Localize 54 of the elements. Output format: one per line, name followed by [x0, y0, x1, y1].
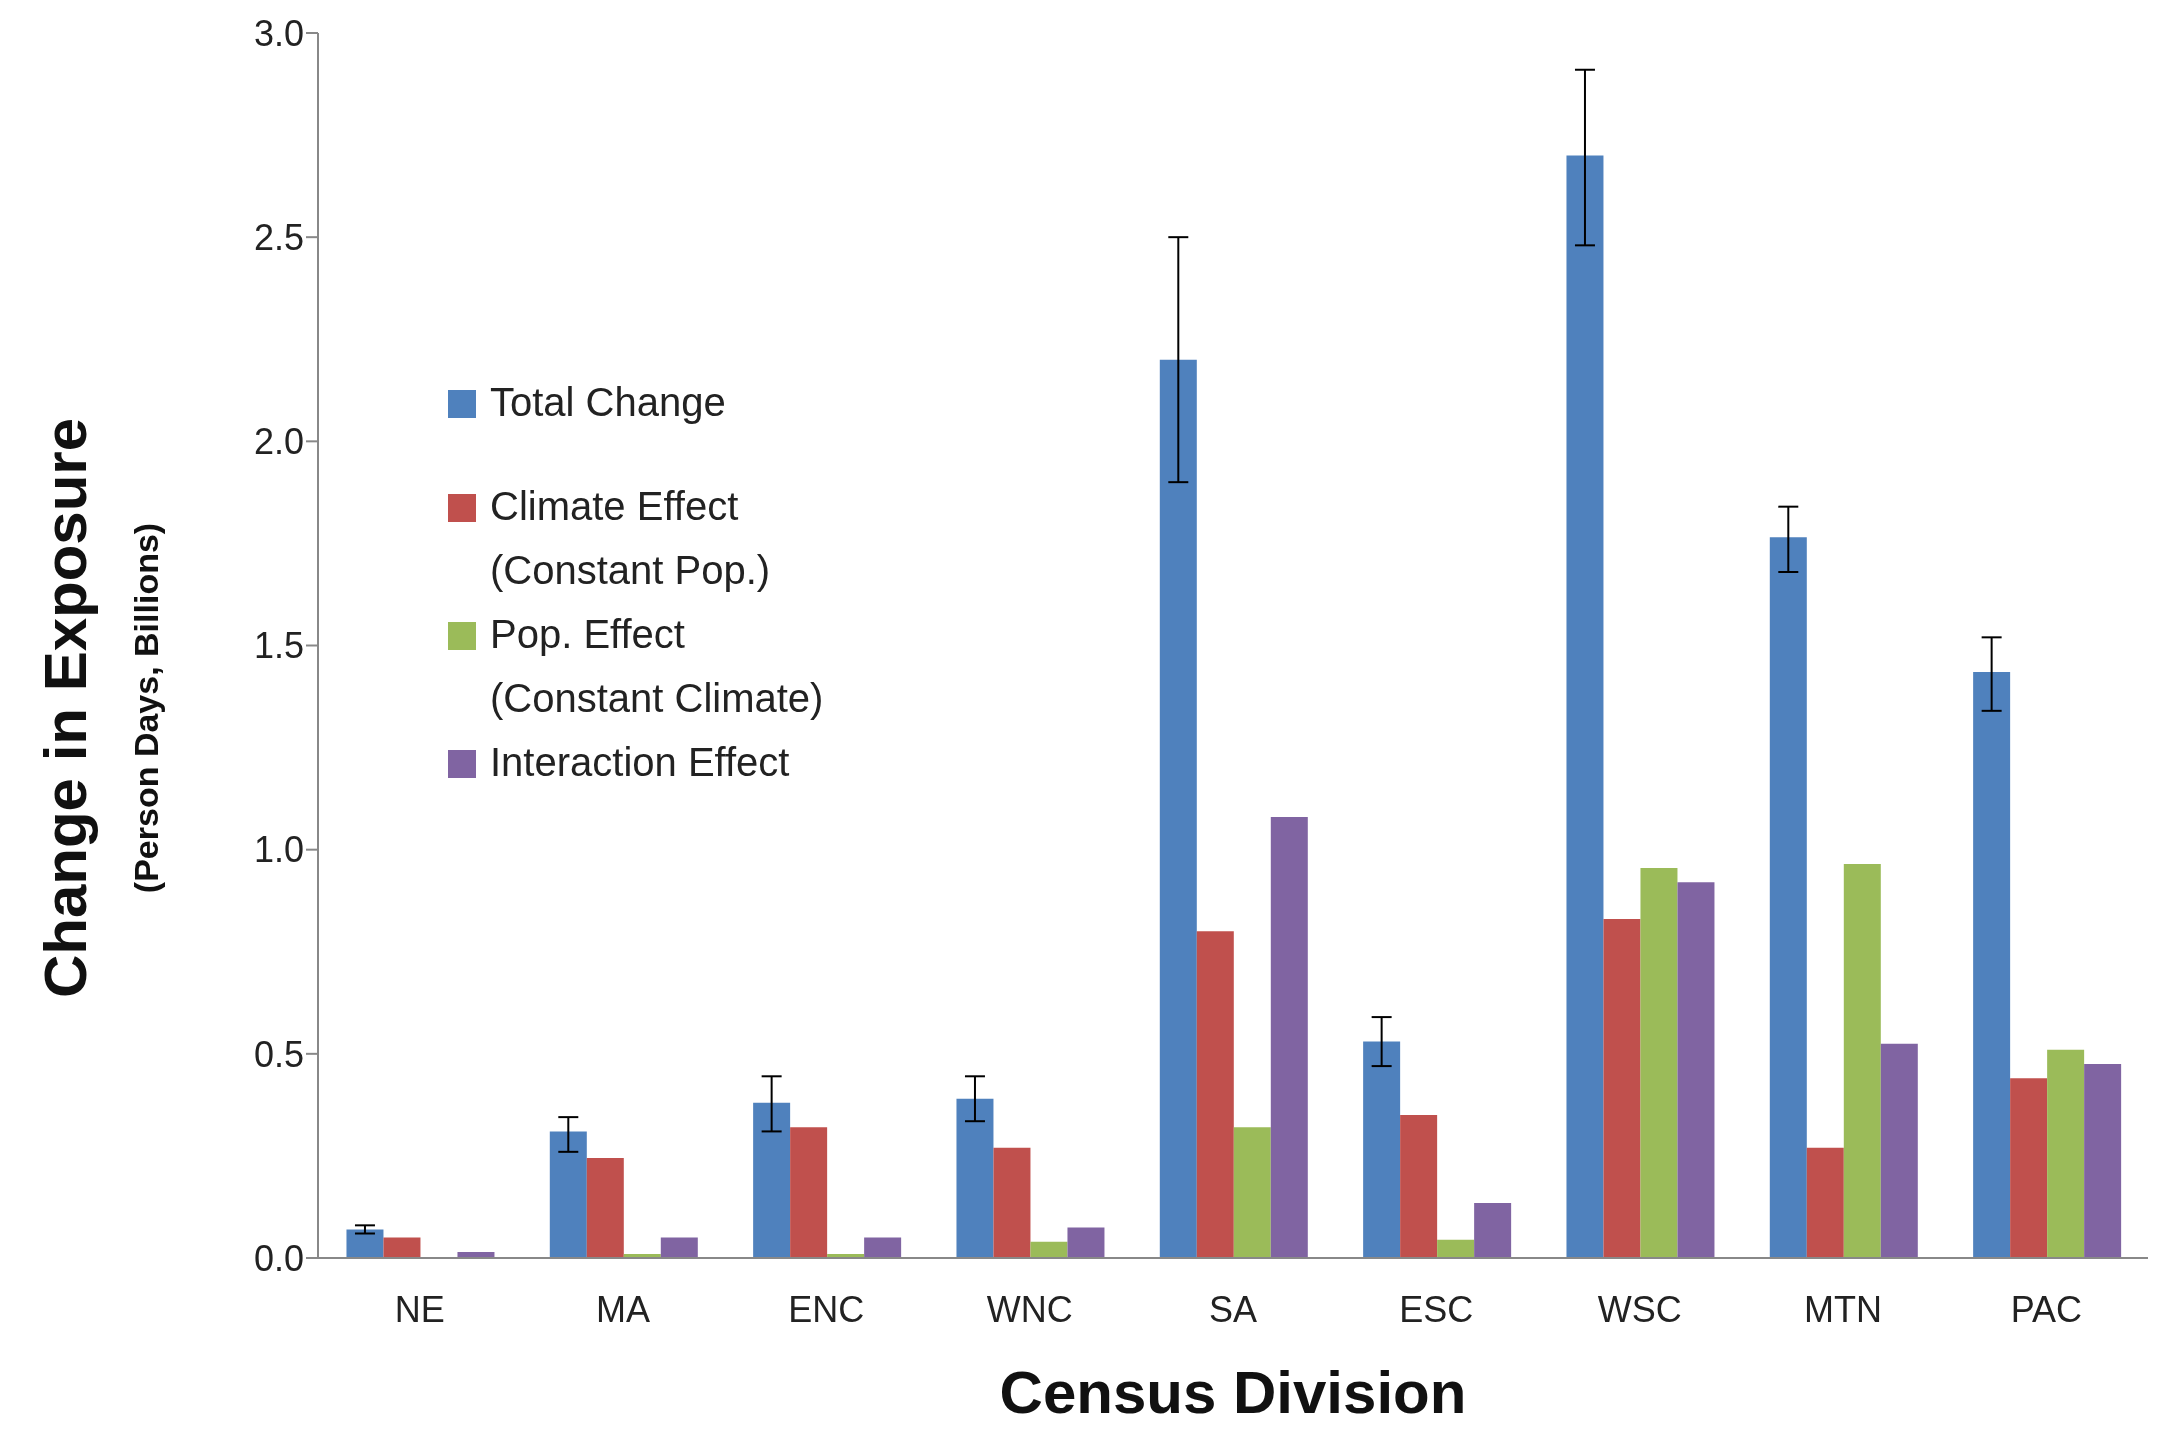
legend-label: Total Change: [490, 379, 726, 426]
bar: [586, 1157, 624, 1258]
y-tick-label: 3.0: [253, 12, 304, 54]
bar: [2084, 1064, 2122, 1258]
legend-label: Pop. Effect (Constant Climate): [490, 611, 824, 722]
bar: [1806, 1147, 1844, 1258]
bar: [1270, 817, 1308, 1258]
bar: [1233, 1127, 1271, 1258]
bar: [383, 1237, 421, 1258]
x-tick-label: SA: [1208, 1288, 1258, 1330]
bar: [956, 1098, 994, 1258]
bar: [549, 1131, 587, 1258]
x-tick-label: PAC: [2010, 1288, 2083, 1330]
bar: [1677, 882, 1715, 1258]
y-tick-label: 2.0: [253, 421, 304, 463]
bar: [1603, 919, 1641, 1258]
bar: [1843, 863, 1881, 1258]
bar: [1067, 1227, 1105, 1258]
bar: [1566, 155, 1604, 1258]
bar: [1159, 359, 1197, 1258]
bar: [2010, 1078, 2048, 1258]
bar: [1030, 1241, 1068, 1258]
bar: [790, 1127, 828, 1258]
bar: [753, 1102, 791, 1258]
x-tick-label: NE: [394, 1288, 445, 1330]
y-tick-label: 0.5: [253, 1033, 304, 1075]
bar: [864, 1237, 902, 1258]
bar: [1973, 672, 2011, 1258]
y-tick-label: 1.5: [253, 625, 304, 667]
x-tick-label: MTN: [1804, 1288, 1882, 1330]
bar: [1437, 1239, 1475, 1258]
bar: [346, 1229, 384, 1258]
y-tick-label: 0.0: [253, 1237, 304, 1279]
bar: [1474, 1202, 1512, 1258]
x-tick-label: ESC: [1399, 1288, 1474, 1330]
x-tick-label: WSC: [1597, 1288, 1682, 1330]
bar: [2047, 1049, 2085, 1258]
bar: [660, 1237, 698, 1258]
bar: [993, 1147, 1031, 1258]
x-tick-label: ENC: [788, 1288, 865, 1330]
x-tick-label: MA: [596, 1288, 650, 1330]
y-tick-label: 2.5: [253, 216, 304, 258]
bar: [1196, 931, 1234, 1258]
y-axis-title: Change in Exposure (Person Days, Billions): [32, 417, 165, 999]
bar: [1769, 537, 1807, 1258]
x-tick-label: WNC: [986, 1288, 1073, 1330]
y-tick-label: 1.0: [253, 829, 304, 871]
bar: [1640, 868, 1678, 1258]
bar: [1400, 1115, 1438, 1258]
legend-label: Interaction Effect: [490, 739, 790, 786]
bar: [1880, 1043, 1918, 1258]
bar: [1363, 1041, 1401, 1258]
x-axis-title: Census Division: [999, 1359, 1467, 1426]
legend-label: Climate Effect (Constant Pop.): [490, 483, 771, 594]
